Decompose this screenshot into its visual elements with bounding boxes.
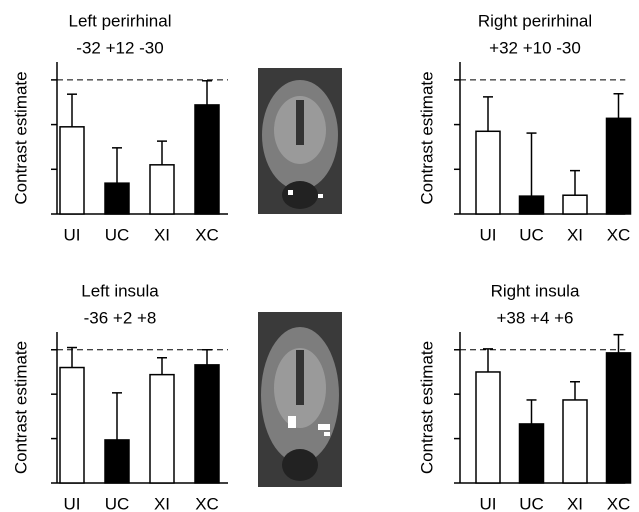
bar: [59, 126, 85, 215]
x-tick-label: UI: [480, 494, 497, 512]
x-tick-label: UI: [64, 494, 81, 512]
x-tick-label: UC: [105, 225, 130, 244]
x-tick-label: UC: [105, 494, 130, 512]
chart-title: Right perirhinal: [478, 11, 592, 30]
brain-image: [258, 68, 342, 214]
x-tick-label: XC: [607, 494, 631, 512]
x-tick-label: XC: [195, 494, 219, 512]
x-tick-label: XI: [567, 494, 583, 512]
chart-title: Left perirhinal: [68, 11, 171, 30]
bar: [149, 373, 175, 484]
chart-title: Right insula: [491, 281, 580, 300]
bar: [518, 423, 545, 484]
bar: [562, 399, 588, 484]
x-tick-label: UI: [480, 225, 497, 244]
chart-title: Left insula: [81, 281, 159, 300]
bar: [59, 366, 85, 484]
brain-image: [258, 312, 342, 487]
bar: [104, 439, 130, 484]
y-axis-label: Contrast estimate: [417, 341, 436, 474]
x-tick-label: XC: [607, 225, 631, 244]
bar: [562, 194, 588, 215]
y-axis-label: Contrast estimate: [11, 71, 30, 204]
bar: [605, 352, 632, 484]
chart-subtitle: -36 +2 +8: [84, 308, 157, 327]
bar: [149, 164, 175, 215]
y-axis-label: Contrast estimate: [11, 341, 30, 474]
x-tick-label: UC: [519, 225, 544, 244]
bar: [194, 104, 220, 215]
x-tick-label: UC: [519, 494, 544, 512]
chart-subtitle: +38 +4 +6: [496, 308, 573, 327]
chart-subtitle: +32 +10 -30: [489, 38, 581, 57]
x-tick-label: XI: [154, 494, 170, 512]
x-tick-label: XI: [567, 225, 583, 244]
bar: [605, 117, 632, 215]
y-axis-label: Contrast estimate: [417, 71, 436, 204]
x-tick-label: XI: [154, 225, 170, 244]
chart-subtitle: -32 +12 -30: [76, 38, 163, 57]
bar: [518, 195, 545, 215]
bar: [104, 182, 130, 215]
x-tick-label: XC: [195, 225, 219, 244]
bar: [475, 371, 501, 484]
x-tick-label: UI: [64, 225, 81, 244]
bar: [194, 364, 220, 484]
bar: [475, 130, 501, 215]
